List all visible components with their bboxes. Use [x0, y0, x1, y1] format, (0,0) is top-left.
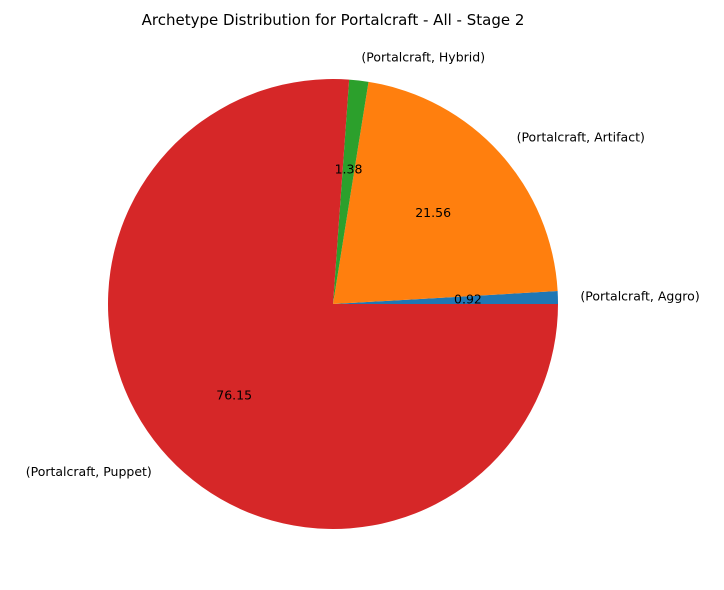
slice-label-portalcraft-puppet: (Portalcraft, Puppet) — [26, 464, 152, 479]
value-label-portalcraft-aggro: 0.92 — [454, 292, 482, 307]
slice-label-portalcraft-aggro: (Portalcraft, Aggro) — [580, 288, 699, 303]
pie-labels: (Portalcraft, Aggro) 0.92 (Portalcraft, Ar… — [26, 50, 700, 479]
value-label-portalcraft-puppet: 76.15 — [216, 387, 252, 402]
slice-label-portalcraft-artifact: (Portalcraft, Artifact) — [517, 130, 645, 145]
pie-slice-portalcraft-puppet — [107, 79, 559, 529]
pie-slice-portalcraft-hybrid — [333, 79, 369, 304]
pie-slice-portalcraft-artifact — [333, 81, 558, 304]
slice-label-portalcraft-hybrid: (Portalcraft, Hybrid) — [361, 50, 485, 65]
value-label-portalcraft-hybrid: 1.38 — [335, 161, 363, 176]
value-label-portalcraft-artifact: 21.56 — [415, 205, 451, 220]
chart-title: Archetype Distribution for Portalcraft -… — [142, 11, 525, 29]
pie-slices — [107, 79, 559, 529]
pie-slice-portalcraft-aggro — [333, 291, 558, 304]
